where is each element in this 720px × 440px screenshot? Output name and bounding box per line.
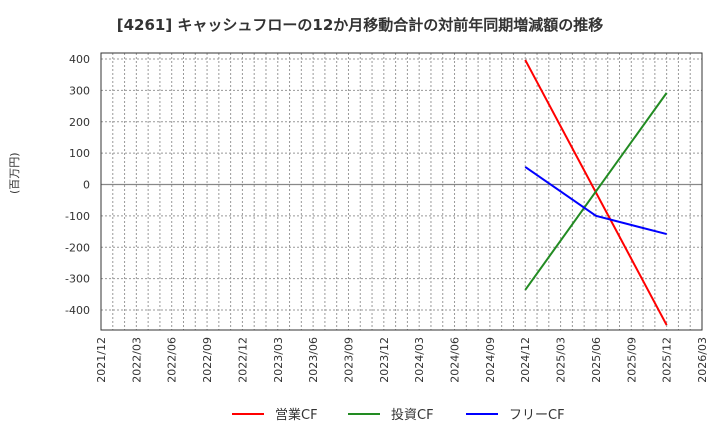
legend-item-operating-cf: 営業CF (232, 404, 318, 423)
data-series (524, 59, 668, 326)
y-tick-label: 300 (69, 84, 90, 97)
y-tick-label: -200 (65, 241, 90, 254)
x-tick-label: 2024/03 (413, 337, 426, 383)
legend-swatch-blue (466, 412, 498, 415)
legend-swatch-green (348, 412, 380, 415)
x-tick-label: 2025/09 (625, 337, 638, 383)
x-tick-label: 2023/03 (272, 337, 285, 383)
x-tick-label: 2021/12 (95, 337, 108, 383)
legend-item-investing-cf: 投資CF (348, 404, 434, 423)
x-tick-label: 2024/12 (519, 337, 532, 383)
x-axis-ticks: 2021/12 2022/03 2022/06 2022/09 2022/12 2023/… (95, 337, 709, 383)
legend-label: 営業CF (275, 408, 318, 423)
grid-lines (101, 53, 702, 330)
x-tick-label: 2026/03 (696, 337, 709, 383)
x-tick-label: 2022/12 (236, 337, 249, 383)
y-tick-label: -100 (65, 210, 90, 223)
x-tick-label: 2025/03 (555, 337, 568, 383)
y-tick-label: -300 (65, 273, 90, 286)
legend-item-free-cf: フリーCF (466, 404, 565, 423)
series-line (524, 166, 667, 236)
plot-border (100, 52, 703, 331)
x-tick-label: 2022/09 (201, 337, 214, 383)
x-tick-label: 2022/03 (130, 337, 143, 383)
chart-title: [4261] キャッシュフローの12か月移動合計の対前年同期増減額の推移 (116, 16, 604, 34)
legend-label: フリーCF (509, 408, 565, 423)
x-tick-label: 2024/06 (449, 337, 462, 383)
y-tick-label: 0 (83, 179, 90, 192)
y-tick-label: 200 (69, 116, 90, 129)
y-tick-label: 400 (69, 53, 90, 66)
y-tick-label: -400 (65, 304, 90, 317)
x-tick-label: 2023/09 (342, 337, 355, 383)
series-line (524, 92, 668, 291)
x-tick-label: 2025/12 (661, 337, 674, 383)
x-tick-label: 2023/12 (378, 337, 391, 383)
legend: 営業CF 投資CF フリーCF (0, 404, 720, 424)
y-axis-ticks: 400 300 200 100 0 -100 -200 -300 -400 (65, 53, 90, 317)
x-tick-label: 2025/06 (590, 337, 603, 383)
legend-swatch-red (232, 412, 264, 415)
legend-label: 投資CF (391, 408, 434, 423)
x-tick-label: 2024/09 (484, 337, 497, 383)
x-tick-label: 2022/06 (166, 337, 179, 383)
y-tick-label: 100 (69, 147, 90, 160)
x-tick-label: 2023/06 (307, 337, 320, 383)
